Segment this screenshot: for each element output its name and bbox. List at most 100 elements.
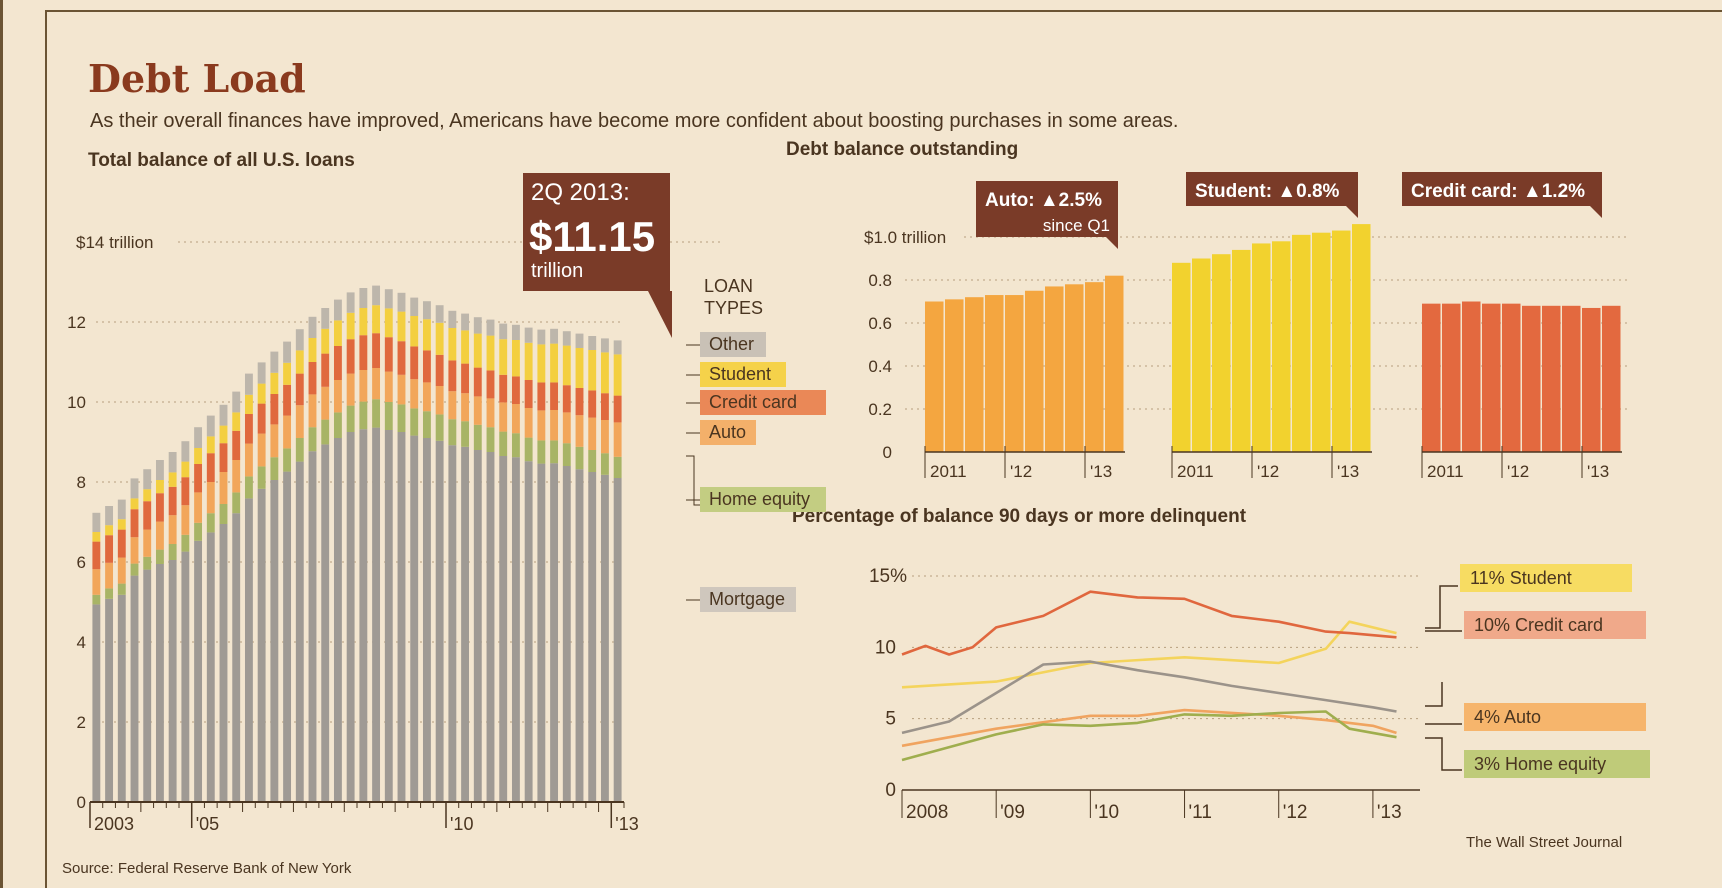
stack-segment-credit-card — [155, 493, 164, 522]
stack-segment-home-equity — [270, 457, 279, 480]
stack-segment-auto — [359, 370, 368, 402]
stack-segment-student — [143, 489, 152, 502]
series-tag-label: 3% Home equity — [1474, 754, 1606, 774]
callout-pointer — [648, 291, 672, 338]
stack-segment-credit-card — [511, 376, 520, 404]
stack-segment-other — [92, 512, 101, 532]
stack-segment-home-equity — [575, 446, 584, 470]
stack-segment-home-equity — [244, 476, 253, 499]
stack-segment-home-equity — [308, 427, 317, 452]
y-tick-label: 0.2 — [868, 400, 892, 419]
stack-segment-credit-card — [448, 360, 457, 392]
stack-segment-mortgage — [359, 429, 368, 802]
y-tick-label: 0 — [77, 793, 86, 812]
stack-segment-student — [537, 344, 546, 383]
stack-segment-mortgage — [511, 457, 520, 802]
x-tick-label: 2003 — [94, 814, 134, 834]
x-tick-label: '05 — [196, 814, 219, 834]
stack-segment-home-equity — [295, 438, 304, 462]
stack-segment-other — [524, 327, 533, 343]
stack-segment-credit-card — [410, 346, 419, 380]
stack-segment-credit-card — [168, 486, 177, 516]
stack-segment-credit-card — [321, 353, 330, 387]
balance-bar — [1602, 305, 1621, 452]
x-tick-label: '11 — [1189, 802, 1212, 823]
balance-bar — [1502, 303, 1521, 452]
stack-segment-home-equity — [537, 440, 546, 464]
stack-segment-mortgage — [588, 472, 597, 802]
stacked-bar-chart: 0 2 4 6 8 10 12 $14 trillion 2003 '05 '10 '13 2Q 201… — [67, 173, 826, 834]
y-tick-label: 12 — [67, 313, 86, 332]
stack-segment-credit-card — [143, 501, 152, 530]
balance-bar — [1272, 241, 1291, 452]
stack-segment-auto — [206, 482, 215, 514]
stack-segment-auto — [321, 386, 330, 420]
stack-segment-mortgage — [346, 432, 355, 802]
balance-bar — [1332, 230, 1351, 452]
balance-bar — [1542, 305, 1561, 452]
balance-bar — [1442, 303, 1461, 452]
delinquency-line-chart: 0 5 10 15% 2008 '09 '10 '11 '12 '13 11% Student 10%… — [869, 564, 1650, 823]
x-tick-label: '10 — [450, 814, 473, 834]
x-tick-label: '13 — [1377, 802, 1402, 823]
stack-segment-credit-card — [537, 382, 546, 411]
stack-segment-other — [562, 331, 571, 346]
x-tick-label: '10 — [1094, 802, 1119, 823]
stack-segment-auto — [613, 422, 622, 457]
stack-segment-other — [435, 305, 444, 323]
stack-segment-credit-card — [130, 509, 139, 538]
stack-segment-credit-card — [524, 380, 533, 408]
stack-segment-student — [550, 343, 559, 383]
y-tick-label: 0.4 — [868, 357, 892, 376]
legend-bracket-home-equity — [686, 455, 700, 506]
stack-segment-mortgage — [333, 438, 342, 802]
y-tick-label: 10 — [67, 393, 86, 412]
stack-segment-credit-card — [384, 337, 393, 372]
stack-segment-other — [143, 469, 152, 490]
stack-segment-mortgage — [384, 430, 393, 802]
stack-segment-auto — [524, 408, 533, 438]
stack-segment-student — [588, 350, 597, 391]
stack-segment-home-equity — [448, 419, 457, 446]
stack-segment-auto — [295, 405, 304, 438]
stack-segment-home-equity — [105, 588, 114, 599]
stack-segment-mortgage — [257, 488, 266, 802]
stack-segment-home-equity — [359, 401, 368, 430]
y-tick-label: 0 — [885, 780, 896, 801]
stack-segment-auto — [168, 515, 177, 544]
y-tick-label: 10 — [875, 637, 896, 658]
stack-segment-auto — [499, 402, 508, 432]
stack-segment-other — [499, 323, 508, 340]
panel-label: Auto: ▲2.5% — [985, 190, 1102, 211]
panel-label-box — [1402, 172, 1602, 206]
x-tick-label: '13 — [615, 814, 638, 834]
stack-segment-student — [435, 322, 444, 355]
line-student — [901, 620, 1397, 689]
stack-segment-home-equity — [155, 549, 164, 564]
series-tag-label: 4% Auto — [1474, 707, 1541, 727]
stack-segment-student — [130, 498, 139, 510]
stack-segment-mortgage — [168, 560, 177, 802]
source-note: Source: Federal Reserve Bank of New York — [62, 860, 352, 877]
stack-segment-mortgage — [473, 450, 482, 802]
y-tick-label: 5 — [885, 709, 896, 730]
x-tick-label: 2011 — [930, 462, 967, 481]
stack-segment-credit-card — [397, 341, 406, 375]
stack-segment-student — [206, 436, 215, 454]
stack-segment-credit-card — [181, 477, 190, 506]
balance-bar — [1582, 307, 1601, 452]
stack-segment-student — [219, 425, 228, 444]
stack-segment-home-equity — [92, 594, 101, 605]
callout-line1: 2Q 2013: — [531, 179, 630, 206]
stack-segment-home-equity — [219, 504, 228, 524]
stack-segment-credit-card — [359, 335, 368, 370]
stack-segment-mortgage — [143, 569, 152, 802]
callout-box — [523, 173, 670, 291]
stack-segment-other — [181, 441, 190, 462]
stack-segment-student — [283, 362, 292, 385]
stack-segment-other — [384, 289, 393, 309]
stack-segment-auto — [600, 420, 609, 454]
stack-segment-credit-card — [422, 350, 431, 383]
stack-segment-mortgage — [321, 444, 330, 802]
